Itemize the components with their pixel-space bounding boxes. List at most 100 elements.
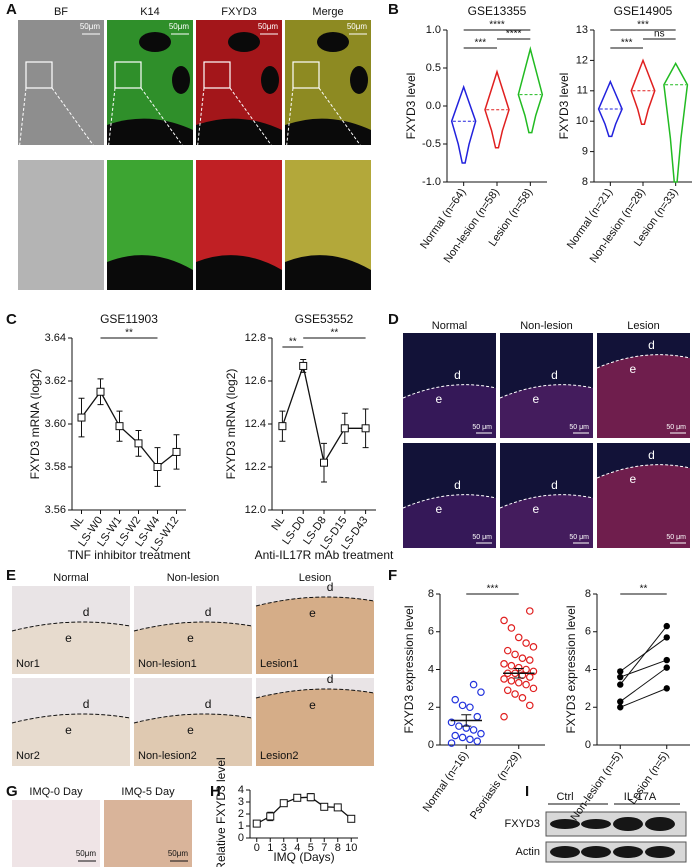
tissue-hole bbox=[285, 118, 371, 145]
boundary bbox=[133, 713, 253, 724]
point bbox=[511, 690, 519, 698]
significance-label: **** bbox=[506, 29, 522, 40]
significance-label: ns bbox=[654, 29, 665, 40]
column-label: IMQ-5 Day bbox=[121, 786, 175, 798]
y-axis-label: FXYD3 mRNA (log2) bbox=[28, 369, 42, 480]
chart-title: GSE11903 bbox=[100, 312, 158, 326]
point bbox=[115, 422, 124, 431]
y-tick-label: 2 bbox=[428, 701, 434, 713]
epidermis bbox=[134, 622, 252, 674]
point bbox=[518, 694, 527, 702]
point bbox=[77, 413, 86, 422]
scale-bar-label: 50μm bbox=[76, 849, 97, 858]
y-tick-label: 4 bbox=[428, 663, 434, 675]
x-tick-label: 7 bbox=[321, 842, 327, 854]
boundary bbox=[499, 494, 594, 509]
zoom-box bbox=[114, 61, 142, 89]
layer-label: d bbox=[648, 448, 655, 462]
panel-letter: I bbox=[525, 783, 529, 800]
point bbox=[617, 673, 624, 681]
point bbox=[279, 799, 288, 808]
scale-bar-label: 50 μm bbox=[472, 534, 492, 541]
panel-letter: E bbox=[6, 567, 16, 584]
point bbox=[451, 731, 460, 740]
y-tick-label: 6 bbox=[428, 626, 434, 638]
micrograph bbox=[12, 800, 100, 867]
band bbox=[645, 846, 675, 858]
point bbox=[507, 661, 516, 670]
tissue-hole bbox=[139, 32, 171, 52]
point bbox=[134, 439, 143, 448]
point bbox=[617, 704, 624, 711]
sample-label: Lesion1 bbox=[260, 658, 299, 670]
scale-bar-label: 50 μm bbox=[569, 424, 589, 431]
point bbox=[278, 422, 287, 431]
layer-label: d bbox=[454, 368, 461, 382]
significance-label: **** bbox=[489, 20, 505, 31]
layer-label: d bbox=[454, 478, 461, 492]
boundary bbox=[133, 621, 253, 632]
x-tick-label: 10 bbox=[345, 842, 357, 854]
point bbox=[447, 718, 456, 727]
point bbox=[473, 737, 482, 746]
tissue-hole bbox=[261, 66, 279, 94]
panel-letter: G bbox=[6, 783, 18, 800]
point bbox=[525, 701, 534, 710]
pair-line bbox=[619, 625, 668, 685]
epidermis bbox=[403, 384, 496, 438]
boundary bbox=[11, 713, 131, 724]
y-tick-label: 4 bbox=[238, 784, 244, 796]
y-tick-label: -1.0 bbox=[422, 176, 441, 188]
boundary bbox=[402, 384, 497, 399]
tissue-hole bbox=[317, 32, 349, 52]
point bbox=[458, 701, 467, 710]
boundary bbox=[255, 596, 375, 607]
x-tick-label: 1 bbox=[267, 842, 273, 854]
panel-letter: H bbox=[210, 783, 221, 800]
layer-label: d bbox=[83, 697, 90, 711]
point bbox=[458, 733, 467, 742]
point bbox=[172, 447, 181, 456]
point bbox=[511, 650, 519, 659]
violin bbox=[597, 79, 623, 138]
layer-label: e bbox=[533, 502, 540, 516]
layer-label: e bbox=[65, 631, 72, 645]
zoom-line bbox=[106, 87, 116, 161]
column-label: Normal bbox=[432, 320, 467, 332]
epidermis bbox=[256, 689, 374, 766]
point bbox=[252, 819, 261, 828]
epidermis bbox=[134, 714, 252, 766]
tissue-edge bbox=[196, 255, 282, 290]
epidermis bbox=[256, 597, 374, 674]
y-tick-label: 8 bbox=[585, 588, 591, 600]
y-tick-label: 4 bbox=[585, 663, 591, 675]
sample-label: Lesion2 bbox=[260, 750, 299, 762]
point bbox=[525, 656, 534, 664]
y-tick-label: 3.64 bbox=[45, 332, 66, 344]
epidermis bbox=[403, 494, 496, 548]
band bbox=[613, 846, 643, 858]
point bbox=[153, 463, 162, 471]
micrograph bbox=[18, 160, 104, 290]
point bbox=[455, 722, 463, 730]
scale-bar-label: 50 μm bbox=[569, 534, 589, 541]
x-tick-label: Psoriasis (n=29) bbox=[468, 750, 524, 822]
point bbox=[96, 387, 105, 396]
y-axis-label: FXYD3 expression level bbox=[564, 605, 578, 733]
panel-letter: F bbox=[388, 567, 397, 584]
y-tick-label: 3.62 bbox=[45, 375, 66, 387]
panel-letter: B bbox=[388, 1, 399, 18]
layer-label: e bbox=[436, 502, 443, 516]
point bbox=[503, 686, 512, 695]
band bbox=[550, 846, 580, 858]
column-label: Merge bbox=[312, 6, 343, 18]
point bbox=[477, 729, 485, 738]
layer-label: e bbox=[65, 723, 72, 737]
y-tick-label: 12.0 bbox=[245, 504, 266, 516]
tissue-edge bbox=[285, 255, 371, 290]
panel-letter: A bbox=[6, 1, 17, 18]
point bbox=[500, 675, 508, 683]
point bbox=[266, 812, 275, 821]
y-tick-label: 1.0 bbox=[426, 24, 441, 36]
x-tick-label: 0 bbox=[254, 842, 260, 854]
